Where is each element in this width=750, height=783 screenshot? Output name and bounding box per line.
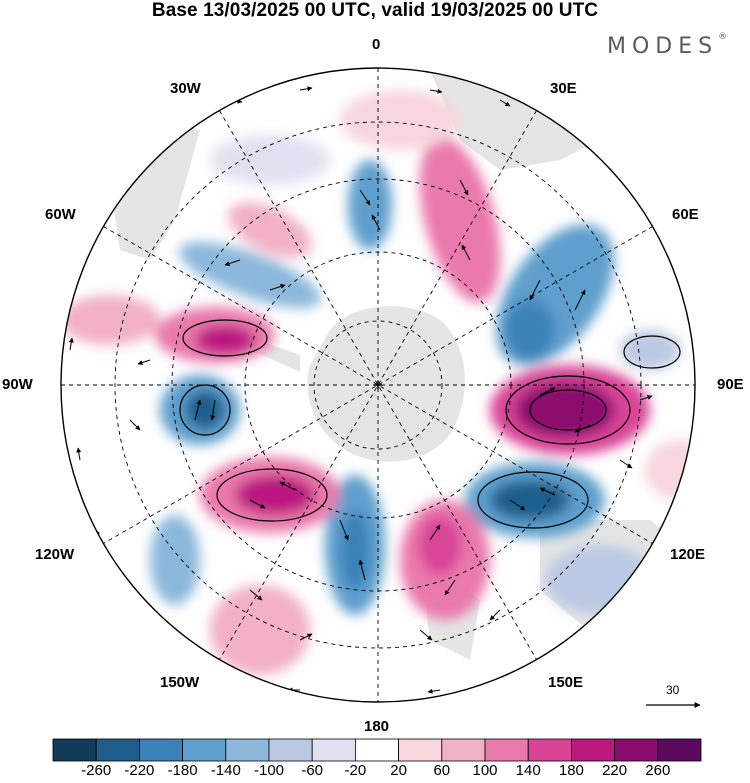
colorbar-swatch — [527, 738, 572, 762]
colorbar-tick-label: 20 — [390, 762, 407, 779]
colorbar-tick-label: -260 — [81, 762, 112, 779]
colorbar-swatch — [268, 738, 313, 762]
contour-lines — [179, 319, 681, 529]
colorbar-tick-label: -140 — [210, 762, 241, 779]
colorbar-swatch — [398, 738, 443, 762]
lon-label-60w: 60W — [45, 206, 76, 223]
colorbar-tick-label: -220 — [124, 762, 155, 779]
colorbar-tick-label: 60 — [433, 762, 451, 779]
colorbar-swatch — [311, 738, 356, 762]
colorbar-tick-label: -100 — [253, 762, 285, 779]
colorbar-swatch — [95, 738, 140, 762]
colorbar-swatch — [354, 738, 399, 762]
colorbar-tick-label: 260 — [645, 762, 671, 779]
map-title: Base 13/03/2025 00 UTC, valid 19/03/2025… — [151, 0, 599, 21]
graticule — [61, 68, 695, 702]
lon-label-60e: 60E — [672, 206, 699, 223]
lon-label-90w: 90W — [2, 376, 33, 393]
colorbar — [52, 738, 702, 762]
lon-label-90e: 90E — [717, 376, 744, 393]
colorbar-swatch — [138, 738, 183, 762]
colorbar-swatch — [441, 738, 486, 762]
pole-marker — [374, 381, 382, 389]
lon-label-180: 180 — [364, 718, 390, 735]
colorbar-tick-label: 180 — [558, 762, 584, 779]
colorbar-swatch — [225, 738, 270, 762]
colorbar-swatch — [571, 738, 616, 762]
lon-label-120e: 120E — [670, 546, 706, 563]
map-boundary — [60, 67, 696, 703]
reference-vector-label: 30 — [666, 683, 680, 697]
lon-label-150e: 150E — [548, 674, 584, 691]
colorbar-swatch — [182, 738, 227, 762]
lon-label-0: 0 — [372, 36, 381, 53]
colorbar-tick-label: -180 — [167, 762, 198, 779]
colorbar-tick-label: 140 — [515, 762, 541, 779]
colorbar-tick-label: 220 — [602, 762, 628, 779]
colorbar-swatch — [657, 738, 702, 762]
lon-label-30w: 30W — [170, 80, 201, 97]
lon-label-120w: 120W — [35, 546, 75, 563]
modes-logo: MODES® — [607, 32, 728, 59]
lon-label-30e: 30E — [550, 80, 577, 97]
colorbar-tick-label: -20 — [344, 762, 367, 779]
colorbar-swatch — [614, 738, 659, 762]
map-field — [61, 68, 695, 702]
lon-label-150w: 150W — [160, 674, 200, 691]
colorbar-swatch — [484, 738, 529, 762]
colorbar-tick-label: -60 — [301, 762, 324, 779]
colorbar-swatch — [52, 738, 97, 762]
colorbar-tick-label: 100 — [472, 762, 498, 779]
